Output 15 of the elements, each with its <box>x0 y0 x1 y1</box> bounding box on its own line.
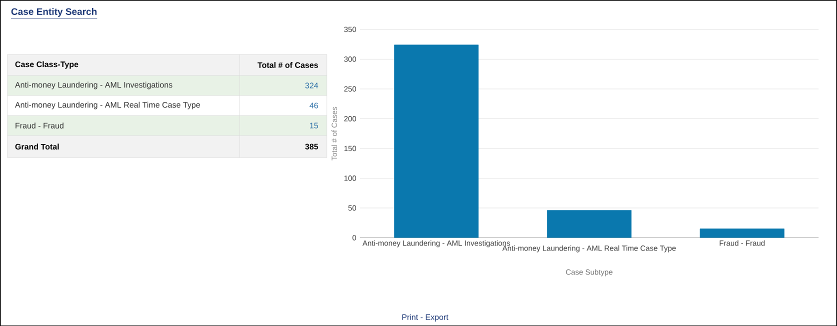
text: Grand Total <box>15 144 59 150</box>
bar <box>700 228 784 238</box>
text: Case Class-Type <box>15 61 78 69</box>
category-label: Anti-money Laundering - AML Investigations <box>14 82 172 90</box>
category-label: Anti-money Laundering - AML Real Time Case Type <box>14 102 200 110</box>
data-label: 15 <box>310 122 318 128</box>
bar <box>394 44 479 238</box>
text: 385 <box>305 144 318 150</box>
bar <box>547 210 632 238</box>
text: Print - Export <box>402 314 448 322</box>
text: Case Entity Search <box>11 8 97 17</box>
data-label: 324 <box>305 82 318 88</box>
category-label: Fraud - Fraud <box>16 122 64 128</box>
data-label: 46 <box>310 102 318 108</box>
text: Total # of Cases <box>258 62 318 68</box>
